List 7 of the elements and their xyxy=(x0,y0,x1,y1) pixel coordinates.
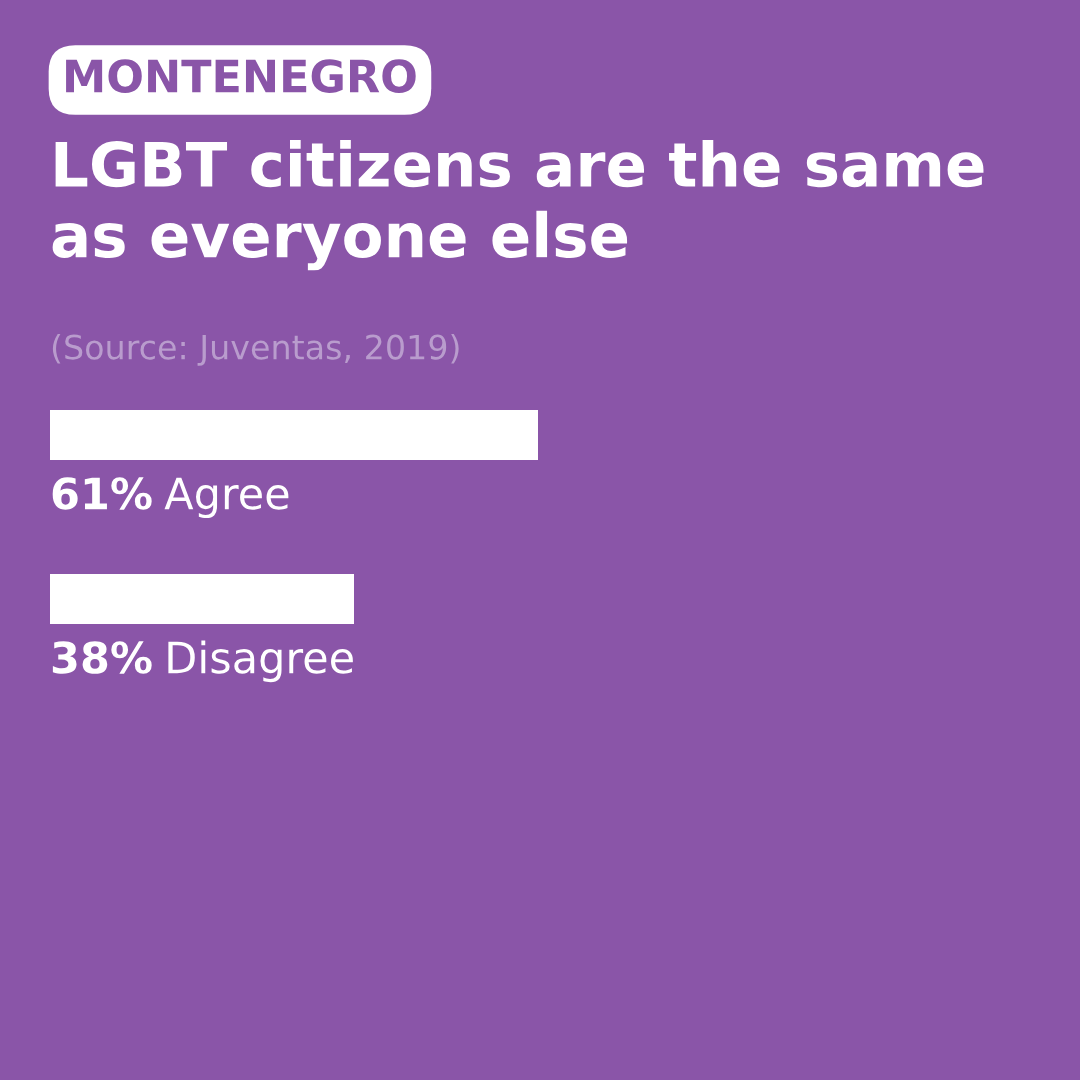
chart-subtitle: MONTENEGRO xyxy=(66,59,416,93)
y-tick-label: Agree xyxy=(164,477,289,519)
data-label: 61% xyxy=(52,477,152,510)
chart-title: LGBT citizens are the same as everyone else xyxy=(52,140,984,271)
data-label: 38% xyxy=(52,641,152,674)
y-tick-label: Disagree xyxy=(168,640,353,683)
text: (Source: Juventas, 2019) xyxy=(52,333,459,366)
